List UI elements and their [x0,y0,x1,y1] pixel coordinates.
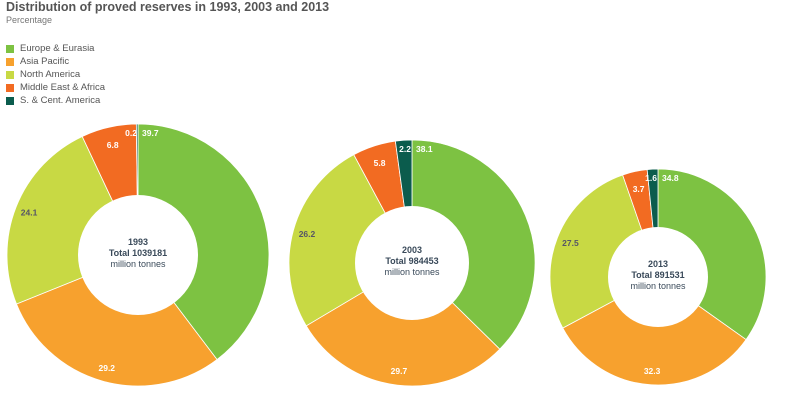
year-label: 1993 [128,237,148,247]
slice-europe-eurasia [657,168,767,341]
data-label: 24.1 [21,207,38,217]
legend-label: Asia Pacific [20,56,70,67]
slice-europe-eurasia [411,139,536,350]
legend-swatch [6,83,14,92]
legend-label: Middle East & Africa [20,82,106,93]
data-label: 5.8 [374,158,386,168]
data-label: 32.3 [644,366,661,376]
legend-label: North America [20,69,81,80]
data-label: 6.8 [107,140,119,150]
chart-title: Distribution of proved reserves in 1993,… [6,0,330,14]
total-label: Total 891531 [631,270,684,280]
data-label: 0.2 [125,128,137,138]
slice-asia-pacific [562,276,747,386]
legend-item: North America [6,68,105,81]
legend-item: S. & Cent. America [6,94,105,107]
legend-item: Asia Pacific [6,55,105,68]
legend: Europe & Eurasia Asia Pacific North Amer… [6,42,105,107]
data-label: 2.2 [399,144,411,154]
donut-hole [608,227,708,327]
legend-label: Europe & Eurasia [20,43,95,54]
legend-swatch [6,57,14,66]
slice-north-america [288,154,413,327]
data-label: 29.7 [391,366,408,376]
unit-label: million tonnes [110,259,166,269]
data-label: 3.7 [633,184,645,194]
data-label: 34.8 [662,173,679,183]
data-label: 29.2 [98,363,115,373]
donut-hole [355,206,469,320]
slice-asia-pacific [305,262,501,387]
slice-asia-pacific [15,254,218,387]
year-label: 2013 [648,259,668,269]
unit-label: million tonnes [384,267,440,277]
legend-swatch [6,70,14,79]
legend-swatch [6,96,14,105]
legend-item: Europe & Eurasia [6,42,105,55]
chart-subtitle: Percentage [6,15,53,25]
donut-hole [78,195,198,315]
data-label: 1.6 [645,173,657,183]
data-label: 26.2 [299,229,316,239]
legend-swatch [6,44,14,53]
data-label: 27.5 [562,238,579,248]
unit-label: million tonnes [630,281,686,291]
data-label: 38.1 [416,144,433,154]
slice-europe-eurasia [137,123,270,361]
legend-item: Middle East & Africa [6,81,105,94]
year-label: 2003 [402,245,422,255]
total-label: Total 984453 [385,256,438,266]
data-label: 39.7 [142,128,159,138]
total-label: Total 1039181 [109,248,167,258]
legend-label: S. & Cent. America [20,95,101,106]
